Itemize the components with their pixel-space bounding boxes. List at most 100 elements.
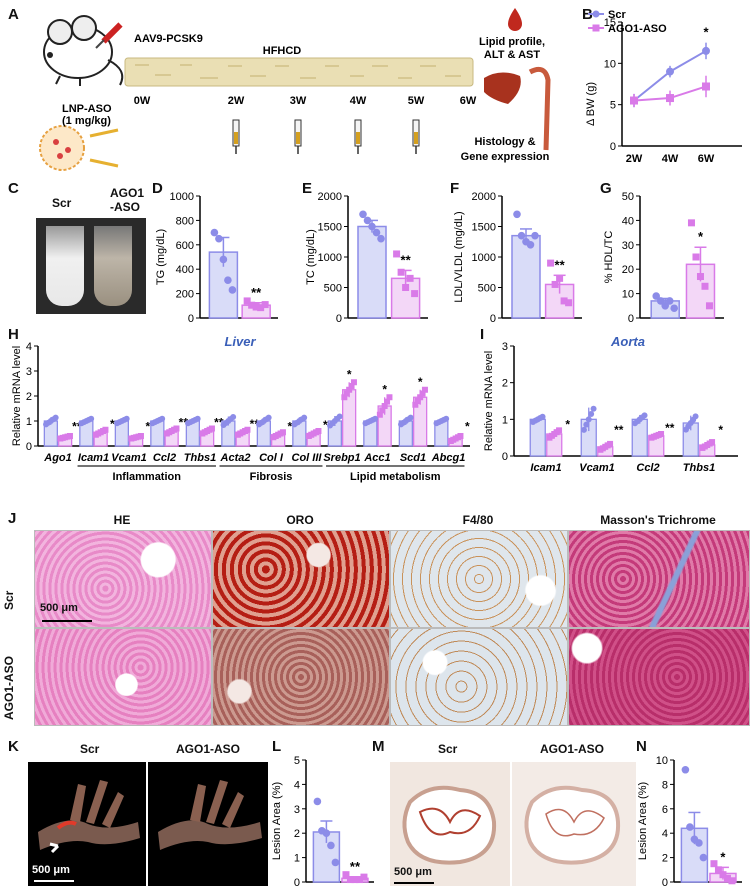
significance-marker: * [698, 229, 704, 244]
data-point-scr [219, 255, 228, 264]
tube-label-ago1: AGO1 [110, 186, 145, 200]
micrograph-oro-ago1-aso [212, 628, 390, 726]
y-tick-label: 800 [176, 215, 194, 227]
significance-marker: ** [614, 423, 624, 437]
y-tick-label: 5 [610, 100, 616, 112]
micrograph-f480-scr [390, 530, 568, 628]
gene-label-Icam1: Icam1 [78, 452, 109, 464]
data-point-ago1-aso [692, 253, 700, 261]
data-point-scr [666, 67, 674, 76]
injection-syringes [232, 119, 420, 154]
panel-m: Scr AGO1-ASO 500 μm [390, 738, 636, 888]
m-image-ago1-aso [512, 762, 636, 886]
panel-label-e: E [302, 180, 313, 197]
aortic-root-ago1-aso [524, 785, 621, 865]
panel-label-n: N [636, 738, 647, 755]
y-tick-label: 4 [662, 828, 668, 840]
data-point-scr [228, 286, 237, 294]
data-point-ago1-aso [386, 394, 393, 401]
micrograph-he-ago1-aso [34, 628, 212, 726]
panel-label-g: G [600, 180, 612, 197]
data-point-ago1-aso [376, 411, 383, 418]
data-point-scr [372, 228, 381, 237]
data-point-scr [301, 414, 308, 421]
data-point-scr [539, 413, 546, 420]
y-axis-label: Δ BW (g) [585, 82, 597, 126]
y-tick-label: 0 [294, 877, 300, 888]
data-point-scr [210, 228, 219, 237]
diet-bar [124, 57, 474, 87]
data-point-scr [692, 413, 699, 420]
y-axis-label: Relative mRNA level [483, 351, 495, 451]
scale-bar-j [42, 620, 92, 622]
data-point-scr [665, 297, 674, 305]
gene-label-Scd1: Scd1 [400, 452, 426, 464]
y-tick-label: 15 [604, 17, 616, 29]
significance-marker: ** [350, 859, 361, 874]
significance-marker: ** [401, 252, 412, 267]
data-point-ago1-aso [701, 282, 709, 290]
data-point-ago1-aso [137, 433, 144, 439]
outcome-histology: Histology & [474, 136, 535, 148]
panel-label-a: A [8, 6, 19, 23]
micrograph-he-scr [34, 530, 212, 628]
data-point-ago1-aso [261, 301, 269, 309]
m-label-ago1-aso: AGO1-ASO [540, 742, 605, 756]
data-point-scr [641, 412, 648, 419]
data-point-scr [363, 216, 372, 225]
panel-a-schematic: AAV9-PCSK9 HFHCD 0W 2W 3W 4W 5W 6W LNP-ASO (1… [39, 8, 551, 171]
significance-marker: * [146, 419, 151, 433]
y-tick-label: 2 [502, 378, 508, 390]
y-tick-label: 500 [324, 283, 342, 295]
data-point-scr [372, 415, 379, 422]
data-point-ago1-aso [705, 302, 713, 310]
data-point-scr [686, 823, 694, 831]
data-point-scr [517, 231, 526, 240]
y-tick-label: 1 [26, 416, 32, 428]
significance-marker: ** [251, 285, 262, 300]
gene-label-Acta2: Acta2 [220, 452, 251, 464]
significance-marker: * [288, 419, 293, 433]
x-tick-label: 4W [662, 153, 679, 165]
y-tick-label: 200 [176, 289, 194, 301]
data-point-scr [336, 413, 343, 420]
data-point-ago1-aso [243, 297, 251, 305]
data-point-ago1-aso [412, 401, 419, 408]
injection-label: AAV9-PCSK9 [134, 33, 203, 45]
data-point-scr [215, 234, 223, 243]
chart-l-lesion: 0 1 2 3 4 5 Lesion Area (%) ** [271, 755, 374, 888]
y-tick-label: 1 [294, 853, 300, 865]
micrograph-oro-scr [212, 530, 390, 628]
m-label-scr: Scr [438, 742, 458, 756]
significance-marker: * [718, 423, 723, 437]
gene-label-Ago1: Ago1 [43, 452, 72, 464]
tube-ago1-aso [94, 226, 132, 306]
data-point-ago1-aso [556, 427, 563, 434]
y-tick-label: 600 [176, 240, 194, 252]
week-label-6W: 6W [460, 95, 477, 107]
micrograph-masson-ago1-aso [568, 628, 750, 726]
data-point-scr [407, 414, 414, 421]
data-point-ago1-aso [346, 876, 354, 884]
data-point-ago1-aso [630, 96, 638, 105]
y-tick-label: 10 [604, 58, 616, 70]
data-point-ago1-aso [355, 876, 363, 884]
y-tick-label: 10 [622, 289, 634, 301]
data-point-ago1-aso [341, 394, 348, 401]
legend-label-AGO1-ASO: AGO1-ASO [608, 23, 667, 35]
group-label-Lipid metabolism: Lipid metabolism [350, 471, 441, 483]
syringe-fill-3 [414, 132, 418, 144]
chart-title: Liver [224, 334, 256, 349]
mouse-illustration [43, 15, 124, 86]
y-axis-label: Relative mRNA level [11, 346, 23, 446]
data-point-scr [52, 414, 59, 421]
arrow-icon [49, 842, 60, 854]
data-point-ago1-aso [360, 873, 368, 881]
aorta-3d-scr [38, 780, 140, 854]
panel-label-f: F [450, 180, 460, 197]
y-tick-label: 4 [294, 779, 300, 791]
data-point-ago1-aso [419, 390, 426, 397]
data-point-scr [123, 415, 130, 422]
k-image-scr [28, 762, 146, 886]
panel-label-c: C [8, 180, 19, 197]
